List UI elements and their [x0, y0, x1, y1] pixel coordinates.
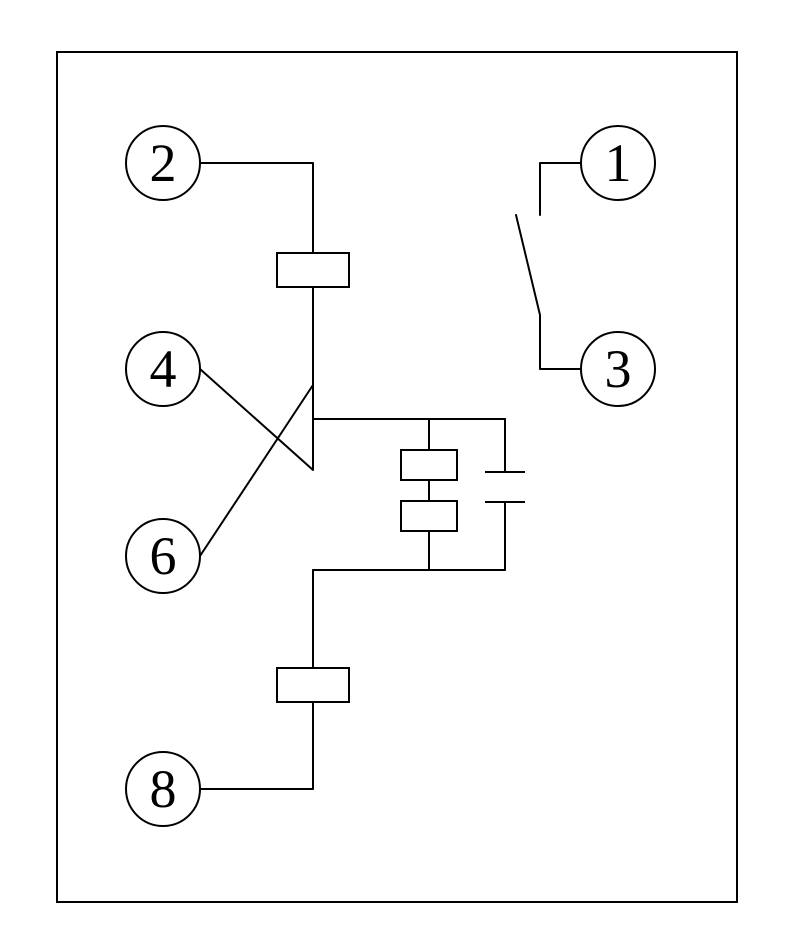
- terminal-label: 6: [150, 526, 177, 586]
- resistor-r_mid1: [401, 450, 457, 480]
- relay-wiring-diagram: 1 2 3 4 6 8: [0, 0, 800, 951]
- wire-w_t2_topres: [200, 163, 313, 253]
- terminal-4: 4: [126, 332, 200, 406]
- wire-w_j1_t6: [200, 385, 313, 556]
- resistor-r_bot: [277, 668, 349, 702]
- wire-w_sw_t3: [540, 315, 581, 369]
- wire-w_j1_t4: [200, 369, 313, 470]
- terminal-label: 1: [605, 133, 632, 193]
- terminal-3: 3: [581, 332, 655, 406]
- terminal-label: 8: [150, 759, 177, 819]
- wire-w_t1_sw: [540, 163, 581, 215]
- wire-w_switch: [516, 215, 540, 315]
- terminal-2: 2: [126, 126, 200, 200]
- terminal-label: 3: [605, 339, 632, 399]
- terminal-8: 8: [126, 752, 200, 826]
- terminal-6: 6: [126, 519, 200, 593]
- resistor-r_top: [277, 253, 349, 287]
- terminal-label: 2: [150, 133, 177, 193]
- terminal-1: 1: [581, 126, 655, 200]
- wire-w_botres_t8: [200, 702, 313, 789]
- terminal-label: 4: [150, 339, 177, 399]
- resistor-r_mid2: [401, 501, 457, 531]
